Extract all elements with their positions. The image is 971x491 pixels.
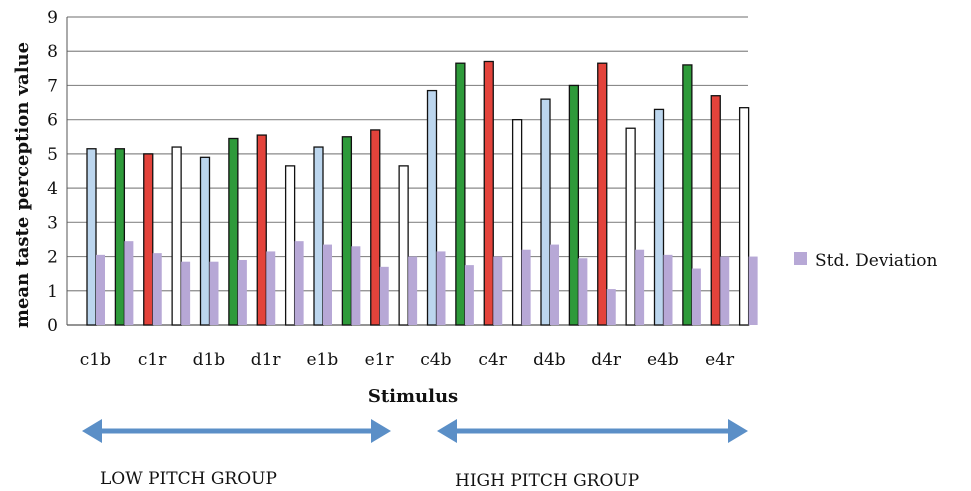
x-tick-label-e1r: e1r [365, 350, 395, 370]
bar-mean-d4g [568, 84, 580, 326]
bars [86, 60, 758, 326]
y-tick-label-1: 1 [47, 282, 58, 302]
x-tick-label-c1r: c1r [138, 350, 167, 370]
x-tick-label-e1b: e1b [306, 350, 338, 370]
bar-mean-e1r [370, 129, 381, 326]
y-tick-label-6: 6 [47, 111, 58, 131]
y-tick-label-7: 7 [47, 76, 58, 96]
bar-mean-d1g [228, 137, 239, 326]
x-tick-label-d1b: d1b [193, 350, 226, 370]
bar-mean-c4b [426, 89, 438, 326]
bar-mean-d1b [199, 156, 211, 326]
bar-std-deviation-c4w [521, 249, 531, 325]
bar-mean-e1g [341, 136, 353, 326]
bar-mean-c1w [171, 146, 182, 326]
bar-std-deviation-d4b [550, 244, 559, 325]
y-tick-label-4: 4 [47, 179, 58, 199]
bar-mean-c4g [455, 62, 466, 326]
bar-mean-c1r [143, 153, 154, 326]
x-tick-label-c1b: c1b [80, 350, 111, 370]
bar-std-deviation-c1r [152, 253, 162, 325]
bar-std-deviation-d1w [294, 241, 304, 325]
bar-mean-e4g [682, 64, 693, 326]
bar-mean-d1w [284, 165, 296, 326]
bar-mean-d4r [597, 62, 608, 326]
legend-label-std-deviation: Std. Deviation [815, 251, 938, 271]
bar-std-deviation-d1b [209, 261, 219, 325]
bar-std-deviation-e4w [748, 256, 758, 325]
y-tick-label-8: 8 [47, 42, 58, 62]
y-tick-label-9: 9 [47, 8, 58, 28]
bar-std-deviation-c1b [96, 254, 105, 325]
x-tick-label-c4r: c4r [478, 350, 507, 370]
bar-std-deviation-e4r [720, 256, 730, 325]
x-axis-title: Stimulus [368, 386, 458, 407]
bar-mean-e1b [313, 146, 324, 326]
bar-std-deviation-c1g [124, 241, 134, 325]
bar-std-deviation-e4g [691, 268, 701, 325]
bar-std-deviation-c4r [493, 256, 503, 325]
bar-mean-e4b [653, 108, 665, 326]
legend: Std. Deviation [794, 251, 938, 271]
low-pitch-group-label: LOW PITCH GROUP [100, 469, 277, 489]
bar-std-deviation-c4g [464, 265, 474, 325]
y-tick-label-5: 5 [47, 145, 58, 165]
bar-mean-c4r [483, 60, 494, 326]
y-tick-labels: 0 1 2 3 4 5 6 7 8 9 [47, 8, 58, 336]
bar-mean-d4b [540, 98, 551, 326]
bar-mean-e1w [398, 165, 409, 326]
bar-std-deviation-d4r [606, 289, 616, 325]
y-axis-title: mean taste perception value [12, 42, 33, 328]
x-tick-label-e4r: e4r [705, 350, 735, 370]
bar-std-deviation-e4b [663, 254, 673, 325]
bar-std-deviation-e1w [408, 256, 418, 325]
bar-std-deviation-c4b [436, 251, 446, 325]
low-pitch-group-arrow [82, 419, 391, 443]
y-tick-label-3: 3 [47, 213, 58, 233]
bar-mean-c1b [86, 148, 97, 326]
bar-mean-d4w [625, 127, 636, 326]
bar-mean-d1r [256, 134, 267, 326]
legend-swatch-std-deviation [794, 252, 807, 265]
x-tick-label-e4b: e4b [647, 350, 679, 370]
x-tick-label-c4b: c4b [420, 350, 451, 370]
bar-mean-e4w [738, 107, 750, 326]
x-tick-label-d4b: d4b [533, 350, 566, 370]
bar-std-deviation-c1w [181, 261, 191, 325]
bar-mean-c4w [511, 119, 523, 326]
bar-std-deviation-d4w [635, 249, 645, 325]
bar-std-deviation-e1g [351, 246, 361, 325]
high-pitch-group-label: HIGH PITCH GROUP [455, 471, 639, 491]
bar-std-deviation-e1b [323, 244, 332, 325]
x-tick-label-d4r: d4r [591, 350, 622, 370]
x-tick-label-d1r: d1r [251, 350, 282, 370]
bar-std-deviation-e1r [379, 266, 389, 325]
bar-std-deviation-d1r [266, 251, 276, 325]
bar-std-deviation-d1g [237, 259, 247, 325]
bar-std-deviation-d4g [578, 258, 588, 325]
bar-mean-c1g [114, 148, 126, 326]
x-tick-labels: c1b c1r d1b d1r e1b e1r c4b c4r d4b d4r e4b e4r [80, 350, 735, 370]
bar-mean-e4r [710, 95, 721, 326]
y-tick-label-0: 0 [47, 316, 58, 336]
y-tick-label-2: 2 [47, 248, 58, 268]
high-pitch-group-arrow [437, 419, 748, 443]
